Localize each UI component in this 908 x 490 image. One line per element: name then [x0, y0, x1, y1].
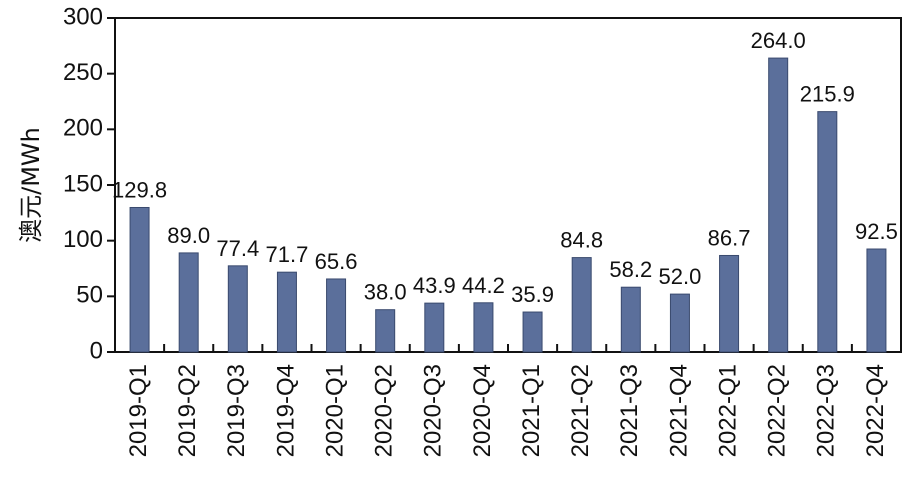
bar-value-label: 35.9 — [511, 282, 554, 307]
x-tick-label: 2019-Q2 — [174, 364, 201, 457]
x-tick-label: 2022-Q1 — [714, 364, 741, 457]
bar — [227, 265, 248, 353]
x-tick-label: 2019-Q1 — [125, 364, 152, 457]
bar — [571, 257, 592, 353]
value-labels: 129.889.077.4 71.7 65.638.0 43.9 44.2 35.9 84.… — [112, 28, 898, 307]
bar-value-label: 129.8 — [112, 177, 167, 202]
y-axis: 0 50 100 150 200 250 300 — [63, 3, 115, 364]
bar — [719, 254, 740, 353]
bar-value-label: 71.7 — [266, 242, 309, 267]
x-tick-label: 2020-Q2 — [371, 364, 398, 457]
y-tick-label: 150 — [63, 170, 103, 197]
bars — [129, 57, 887, 353]
bar — [276, 271, 297, 353]
x-tick-label: 2020-Q3 — [420, 364, 447, 457]
bar — [178, 252, 199, 353]
x-tick-label: 2022-Q4 — [862, 364, 889, 457]
y-tick-label: 50 — [76, 282, 103, 309]
bar-value-label: 65.6 — [315, 249, 358, 274]
y-axis-label: 澳元/MWh — [17, 127, 45, 243]
bar — [620, 286, 641, 353]
x-tick-label: 2020-Q1 — [321, 364, 348, 457]
x-tick-label: 2022-Q2 — [764, 364, 791, 457]
bar-value-label: 86.7 — [708, 225, 751, 250]
bar — [424, 302, 445, 353]
y-tick-label: 100 — [63, 226, 103, 253]
bar-value-label: 44.2 — [462, 273, 505, 298]
x-tick-label: 2019-Q4 — [272, 364, 299, 457]
bar — [866, 248, 887, 353]
y-tick-label: 200 — [63, 115, 103, 142]
x-tick-label: 2022-Q3 — [813, 364, 840, 457]
bar — [817, 111, 838, 353]
bar — [326, 278, 347, 353]
bar-value-label: 89.0 — [167, 223, 210, 248]
x-tick-label: 2020-Q4 — [469, 364, 496, 457]
bar — [768, 57, 789, 353]
bar — [473, 302, 494, 353]
bar — [129, 206, 150, 353]
x-axis: 2019-Q1 2019-Q2 2019-Q3 2019-Q4 2020-Q1 2020-… — [125, 344, 889, 457]
bar-value-label: 84.8 — [560, 228, 603, 253]
bar-value-label: 264.0 — [751, 28, 806, 53]
x-tick-label: 2021-Q1 — [518, 364, 545, 457]
y-tick-label: 0 — [90, 337, 103, 364]
x-tick-label: 2021-Q3 — [616, 364, 643, 457]
x-tick-label: 2019-Q3 — [223, 364, 250, 457]
bar-value-label: 92.5 — [855, 219, 898, 244]
bar — [522, 311, 543, 353]
x-tick-label: 2021-Q2 — [567, 364, 594, 457]
y-tick-label: 250 — [63, 59, 103, 86]
bar-value-label: 43.9 — [413, 273, 456, 298]
bar — [375, 309, 396, 353]
bar-value-label: 52.0 — [659, 264, 702, 289]
bar-value-label: 77.4 — [216, 236, 259, 261]
x-tick-label: 2021-Q4 — [665, 364, 692, 457]
bar-value-label: 38.0 — [364, 280, 407, 305]
bar — [669, 293, 690, 353]
y-tick-label: 300 — [63, 3, 103, 30]
bar-value-label: 58.2 — [609, 257, 652, 282]
bar-value-label: 215.9 — [800, 82, 855, 107]
